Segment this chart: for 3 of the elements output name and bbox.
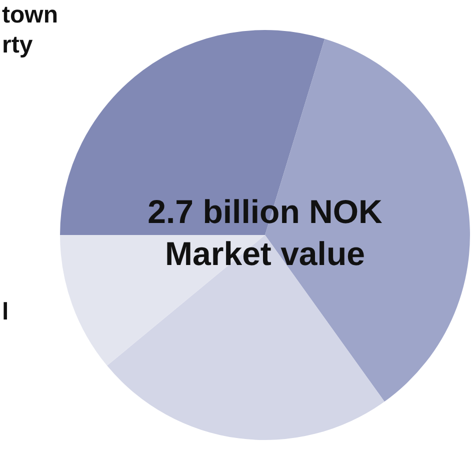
slice-label: l: [2, 298, 9, 326]
slice-label: town rty: [2, 2, 58, 59]
text: 2.7 billion NOK Market value: [148, 193, 383, 272]
